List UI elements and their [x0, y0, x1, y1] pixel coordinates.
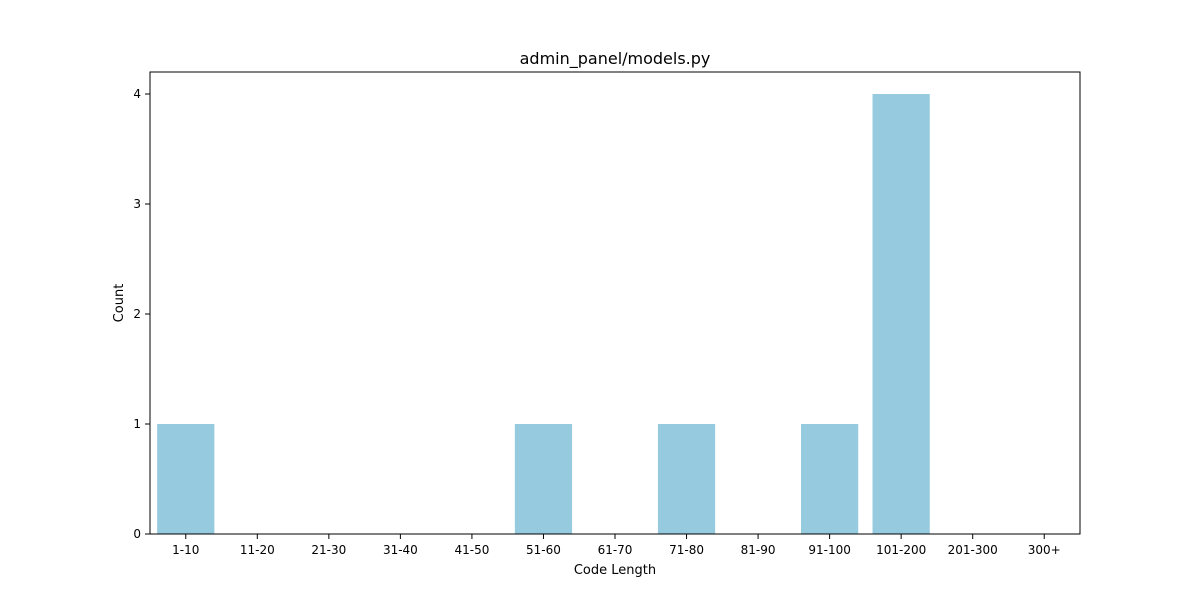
y-tick-label: 2 — [133, 307, 141, 321]
x-tick-label: 31-40 — [383, 543, 418, 557]
bar-1-10 — [157, 424, 215, 534]
bar-71-80 — [657, 424, 716, 534]
bars-group — [157, 94, 930, 534]
x-axis-label: Code Length — [574, 563, 656, 578]
x-tick-label: 101-200 — [876, 543, 926, 557]
x-tick-label: 91-100 — [808, 543, 851, 557]
x-tick-label: 11-20 — [240, 543, 275, 557]
chart-title: admin_panel/models.py — [520, 49, 711, 69]
bar-101-200 — [872, 94, 930, 534]
plot-frame — [149, 71, 1081, 535]
x-tick-label: 41-50 — [454, 543, 489, 557]
bar-91-100 — [801, 424, 859, 534]
x-tick-label: 71-80 — [669, 543, 704, 557]
y-tick-label: 0 — [133, 527, 141, 541]
x-tick-label: 51-60 — [526, 543, 561, 557]
x-tick-label: 201-300 — [948, 543, 998, 557]
x-tick-label: 1-10 — [172, 543, 199, 557]
x-tick-label: 21-30 — [311, 543, 346, 557]
y-tick-label: 3 — [133, 197, 141, 211]
y-tick-label: 1 — [133, 417, 141, 431]
bar-51-60 — [514, 424, 573, 534]
y-axis-label: Count — [112, 284, 127, 323]
x-tick-label: 81-90 — [741, 543, 776, 557]
y-tick-label: 4 — [133, 87, 141, 101]
x-tick-label: 300+ — [1028, 543, 1061, 557]
ticks-group: 1-10 11-20 21-30 31-40 41-50 51-60 61-70 71-80 8… — [133, 87, 1060, 557]
x-tick-label: 61-70 — [598, 543, 633, 557]
